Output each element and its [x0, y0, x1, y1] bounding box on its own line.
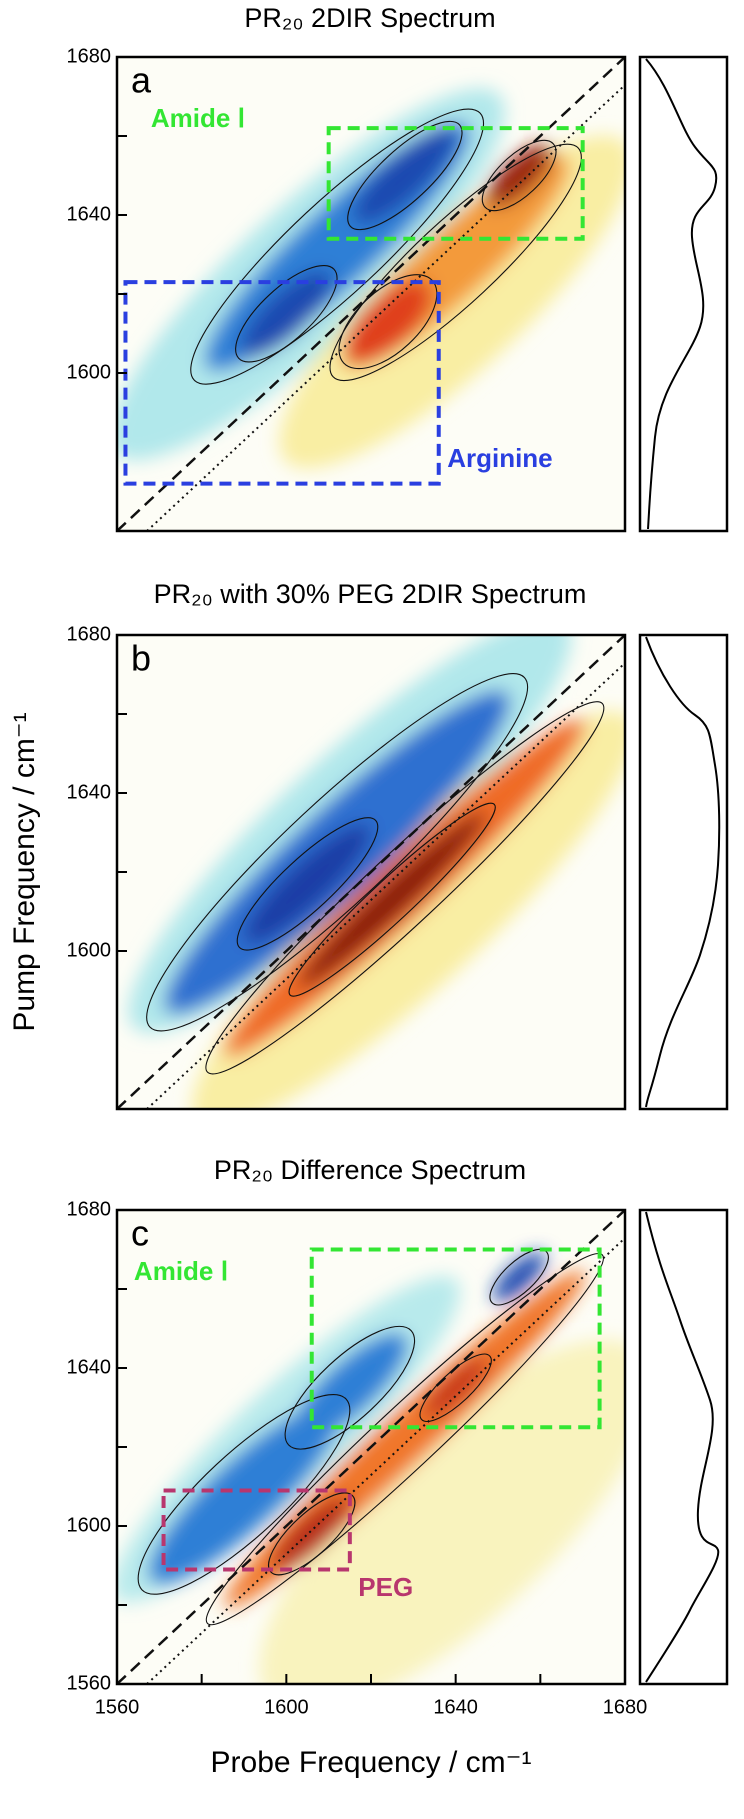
side-frame	[638, 1208, 729, 1686]
diagonal-dashed	[117, 635, 625, 1109]
panel-label: b	[131, 638, 151, 679]
diagonal-dotted	[146, 1237, 625, 1684]
y-tick-label: 1680	[67, 45, 112, 67]
panel-title: PR₂₀ Difference Spectrum	[214, 1155, 526, 1185]
projection-trace	[645, 1211, 720, 1683]
contour-field	[117, 635, 625, 1109]
contour-line	[205, 1252, 604, 1626]
region-box	[309, 1247, 602, 1430]
contour-line	[236, 817, 379, 951]
region-label: Arginine	[447, 443, 552, 473]
color-map	[117, 88, 625, 469]
contour-line	[329, 143, 582, 382]
y-tick-label: 1640	[67, 781, 112, 803]
y-tick-label: 1600	[67, 939, 112, 961]
contour-line	[268, 1492, 356, 1576]
y-tick-label: 1640	[67, 203, 112, 225]
region-label: Amide Ⅰ	[134, 1256, 228, 1286]
panel-title: PR₂₀ 2DIR Spectrum	[244, 3, 495, 33]
diagonal-dashed	[117, 1210, 625, 1684]
y-tick-label: 1600	[67, 361, 112, 383]
x-tick-label: 1560	[95, 1696, 140, 1718]
region-label: PEG	[358, 1572, 413, 1602]
region-box	[326, 126, 585, 241]
color-map	[117, 1252, 625, 1684]
y-tick-label: 1640	[67, 1356, 112, 1378]
y-tick-label: 1680	[67, 1198, 112, 1220]
contour-fill	[298, 812, 486, 988]
region-box	[123, 280, 441, 486]
contour-fill	[272, 1497, 351, 1571]
contour-line	[190, 108, 485, 385]
contour-line	[235, 265, 338, 363]
contour-line	[284, 1325, 416, 1450]
x-axis-label: Probe Frequency / cm⁻¹	[211, 1746, 532, 1779]
x-tick-label: 1680	[603, 1696, 648, 1718]
contour-fill	[344, 279, 432, 364]
diagonal-dashed	[117, 57, 625, 531]
diagonal-dotted	[146, 84, 625, 531]
projection-trace	[645, 636, 721, 1108]
contour-fill	[486, 144, 553, 207]
y-axis-label: Pump Frequency / cm⁻¹	[8, 712, 41, 1031]
panel-label: a	[131, 60, 152, 101]
side-frame	[638, 55, 729, 533]
region-label: Amide Ⅰ	[151, 103, 245, 133]
contour-line	[489, 1248, 549, 1306]
panel-title: PR₂₀ with 30% PEG 2DIR Spectrum	[154, 579, 587, 609]
contour-fill	[291, 1332, 409, 1443]
x-tick-label: 1640	[433, 1696, 478, 1718]
panel-label: c	[131, 1213, 149, 1254]
contour-field	[117, 1210, 625, 1684]
contour-line	[137, 1394, 351, 1595]
contour-fill	[148, 1404, 340, 1585]
y-tick-label: 1560	[67, 1672, 112, 1694]
contour-fill	[423, 1357, 488, 1419]
contour-line	[288, 802, 496, 997]
projection-trace	[645, 58, 718, 530]
contour-fill	[240, 270, 333, 358]
y-tick-label: 1680	[67, 623, 112, 645]
contour-fill	[492, 1252, 546, 1303]
contour-fill	[259, 1339, 625, 1684]
side-frame	[638, 633, 729, 1111]
y-tick-label: 1600	[67, 1514, 112, 1536]
contour-line	[146, 673, 529, 1032]
contour-fill	[243, 824, 372, 944]
contour-line	[419, 1353, 492, 1422]
contour-line	[481, 139, 557, 212]
x-tick-label: 1600	[264, 1696, 309, 1718]
contour-line	[347, 120, 463, 231]
diagonal-dotted	[146, 662, 625, 1109]
color-map	[128, 635, 625, 1109]
contour-fill	[353, 126, 457, 225]
contour-field	[117, 57, 625, 531]
